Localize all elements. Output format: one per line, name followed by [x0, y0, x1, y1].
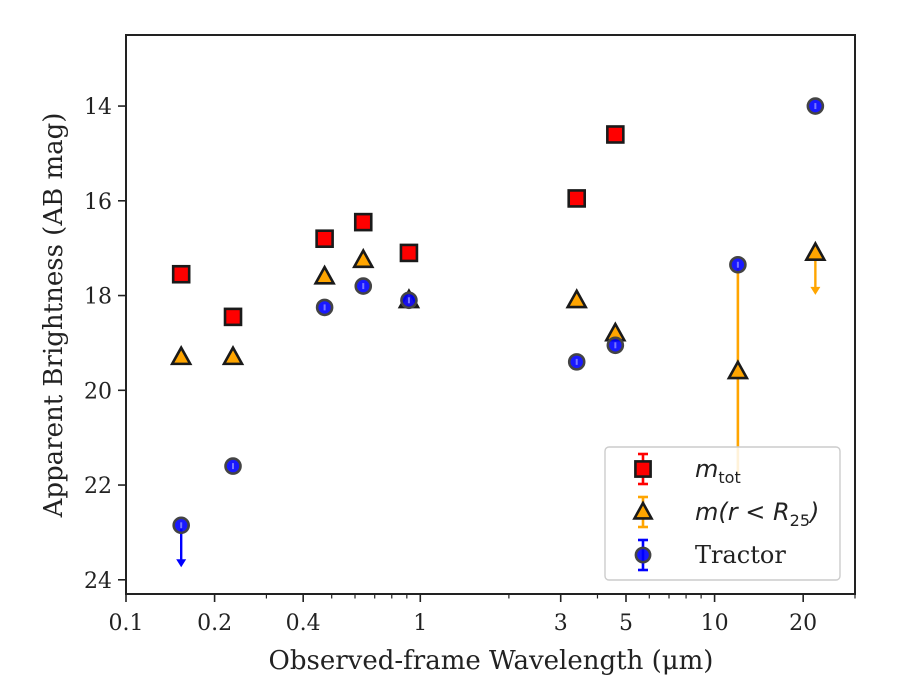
y-tick-label: 16	[84, 190, 112, 215]
upper-limit-arrowhead	[810, 286, 821, 295]
markers-mr25	[169, 240, 827, 380]
axes-frame-group	[125, 34, 856, 595]
x-tick-label: 3	[554, 611, 568, 636]
data-series-group	[169, 97, 827, 568]
upper-limit-arrowhead	[176, 559, 187, 568]
y-tick-label: 20	[84, 379, 112, 404]
x-tick-label: 0.4	[286, 611, 321, 636]
y-tick-label: 14	[84, 95, 112, 120]
x-tick-label: 0.2	[197, 611, 232, 636]
markers-tractor	[172, 97, 825, 535]
legend-label-subscript: tot	[718, 468, 740, 487]
y-tick-label: 22	[84, 474, 112, 499]
y-tick-label: 24	[84, 569, 112, 594]
x-tick-label: 5	[619, 611, 633, 636]
y-tick-label: 18	[84, 285, 112, 310]
legend-label: Tractor	[695, 541, 786, 569]
markers-mtot	[171, 125, 625, 327]
legend: mtot m(r < R25) Tractor	[604, 446, 841, 581]
x-tick-label: 20	[789, 611, 817, 636]
x-tick-label: 1	[413, 611, 427, 636]
series-mr25	[736, 252, 821, 476]
x-tick-label: 0.1	[109, 611, 144, 636]
legend-entry-mr25: m(r < R25)	[632, 495, 819, 530]
legend-marker	[634, 546, 652, 564]
legend-entry-tractor: Tractor	[634, 538, 786, 572]
legend-box	[604, 446, 841, 581]
x-axis-label: Observed-frame Wavelength (μm)	[269, 646, 714, 676]
y-axis-label: Apparent Brightness (AB mag)	[39, 113, 69, 519]
legend-label-tail: )	[808, 498, 819, 526]
axes-frame	[125, 34, 856, 595]
tick-group: 0.1 0.2 0.4 1 3 5 10 20 14 16 18 20 22 24	[84, 95, 856, 636]
legend-label: m(r < R25)	[695, 498, 819, 530]
legend-label-main: m(r < R	[695, 498, 790, 526]
legend-label-subscript: 25	[790, 511, 810, 530]
x-tick-label: 10	[701, 611, 729, 636]
legend-marker	[632, 500, 654, 520]
legend-label-main: m	[695, 455, 718, 483]
legend-marker	[634, 460, 652, 478]
legend-label: mtot	[695, 455, 741, 487]
legend-entry-mtot: mtot	[634, 452, 741, 487]
